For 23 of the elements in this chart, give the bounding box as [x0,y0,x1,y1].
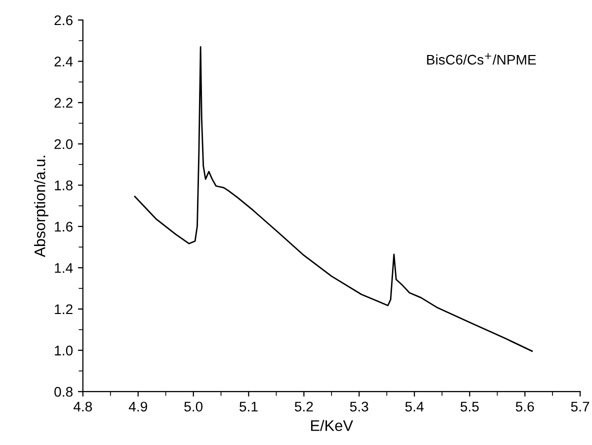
y-tick-label: 2.4 [54,56,73,66]
y-tick-label: 1.6 [54,222,73,232]
y-tick-label: 1.0 [54,346,73,356]
x-tick-label: 5.0 [184,402,202,412]
x-tick-label: 5.5 [460,402,479,412]
x-tick-label: 4.8 [74,402,92,412]
annotation: BisC6/Cs$^{+}$/NPME [427,53,536,65]
y-axis-title: Absorption/a.u. [34,156,48,258]
y-tick-label: 0.8 [54,386,73,397]
x-tick-label: 4.9 [128,402,148,412]
y-tick-label: 1.4 [54,263,73,273]
x-tick-label: 5.1 [240,402,258,412]
y-tick-label: 1.2 [54,304,72,314]
x-tick-label: 5.4 [405,402,424,412]
x-tick-label: 5.6 [516,402,534,412]
x-tick-label: 5.3 [350,402,368,412]
y-tick-label: 2.0 [54,139,73,150]
y-tick-label: 2.6 [54,15,73,26]
y-tick-label: 2.2 [54,98,72,108]
x-axis-title: E/KeV [311,420,354,432]
x-tick-label: 5.7 [571,402,590,412]
y-tick-label: 1.8 [54,180,73,190]
x-tick-label: 5.2 [294,402,313,412]
